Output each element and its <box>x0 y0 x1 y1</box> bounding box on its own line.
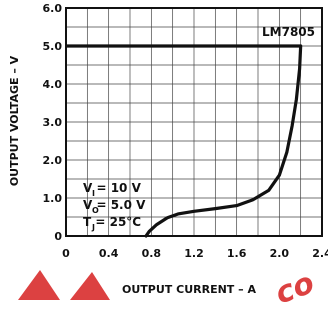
x-tick-label: 2.0 <box>270 247 290 260</box>
annotation-vo-sub: O <box>92 206 99 215</box>
x-tick-label: 0 <box>62 247 70 260</box>
x-tick-label: 0.8 <box>142 247 162 260</box>
annotation-vi-sub: I <box>92 189 95 198</box>
plot-frame <box>65 7 323 237</box>
annotation-vi: V = 10 V <box>83 181 142 195</box>
x-tick-label: 1.6 <box>227 247 247 260</box>
watermark-shape <box>70 272 110 300</box>
y-tick-label: 0 <box>54 230 62 243</box>
tick-labels: 0 0.4 0.8 1.2 1.6 2.0 2.4 0 1.0 2.0 3.0 4.0 5.0 6.0 <box>43 2 328 260</box>
y-axis-label: OUTPUT VOLTAGE – V <box>8 55 21 186</box>
annotation-vi-text: V = 10 V <box>83 181 142 195</box>
annotation-tj: T = 25°C <box>83 215 141 229</box>
x-axis-label: OUTPUT CURRENT – A <box>122 283 256 296</box>
annotation-tj-sub: J <box>91 223 95 232</box>
plot-border <box>65 7 323 237</box>
annotation-vo: V = 5.0 V <box>83 198 146 212</box>
watermark-text: co <box>271 265 319 311</box>
series-layer <box>66 44 303 238</box>
series-line-foldback <box>144 44 303 238</box>
watermark-shape <box>18 270 60 300</box>
y-tick-label: 6.0 <box>43 2 63 15</box>
y-tick-label: 3.0 <box>43 116 63 129</box>
x-tick-label: 2.4 <box>312 247 328 260</box>
y-tick-label: 5.0 <box>43 40 63 53</box>
y-tick-label: 4.0 <box>43 78 63 91</box>
y-tick-label: 2.0 <box>43 154 63 167</box>
y-tick-label: 1.0 <box>43 192 63 205</box>
x-tick-label: 0.4 <box>99 247 119 260</box>
x-tick-label: 1.2 <box>184 247 204 260</box>
annotation-vo-text: V = 5.0 V <box>83 198 146 212</box>
annotation-tj-text: T = 25°C <box>83 215 141 229</box>
series-label: LM7805 <box>262 25 315 39</box>
